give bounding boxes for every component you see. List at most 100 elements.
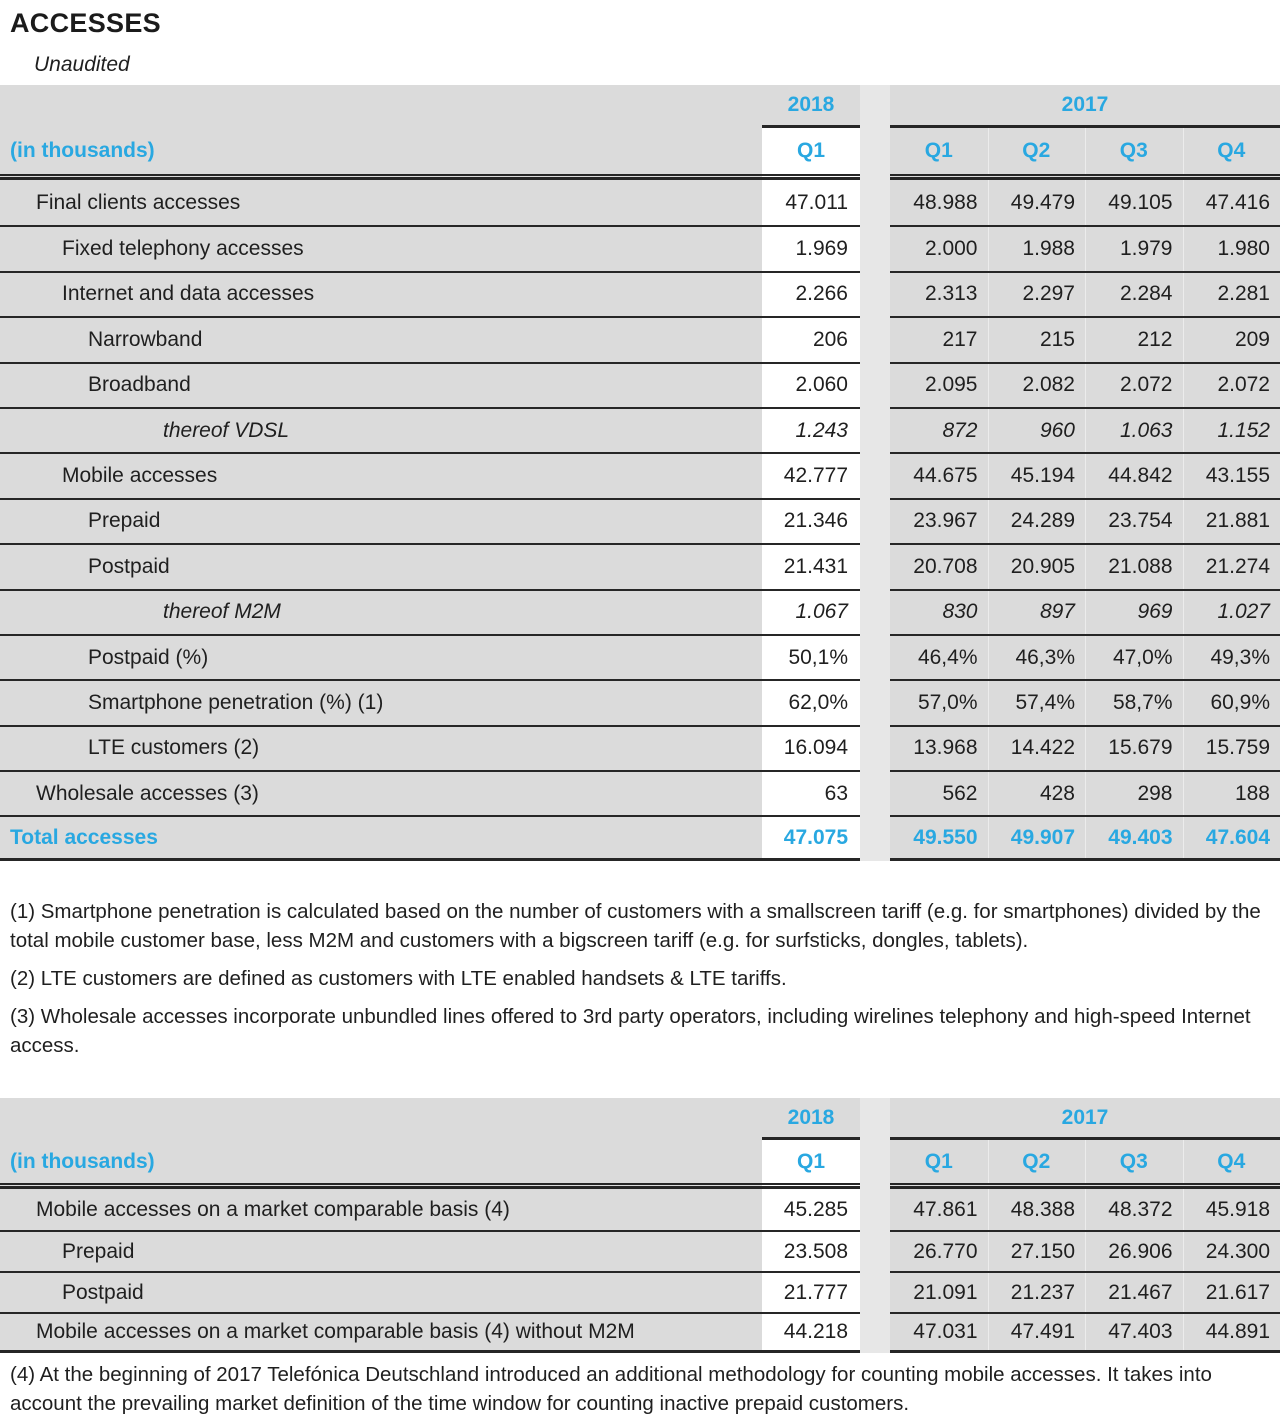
footnote-1: (1) Smartphone penetration is calculated…: [10, 900, 1261, 952]
value-2017-q3: 49.403: [1085, 815, 1183, 861]
value-2017-q1: 2.000: [890, 225, 988, 271]
value-2017-q3: 1.063: [1085, 406, 1183, 453]
header-corner: [0, 1098, 762, 1140]
value-2018-q1: 62,0%: [762, 679, 860, 725]
value-2017-q1: 872: [890, 406, 988, 453]
column-gap: [860, 1312, 890, 1353]
row-label: Mobile accesses on a market comparable b…: [0, 1189, 762, 1230]
value-2017-q4: 21.274: [1182, 543, 1280, 589]
value-2017-q4: 188: [1182, 770, 1280, 816]
value-2017-q4: 15.759: [1182, 724, 1280, 771]
value-2017-q3: 1.979: [1085, 225, 1183, 271]
value-2017-q3: 212: [1085, 316, 1183, 362]
value-2017-q4: 209: [1182, 316, 1280, 362]
value-2017-q3: 298: [1085, 770, 1183, 816]
value-2018-q1: 16.094: [762, 724, 860, 771]
quarter-current-header: Q1: [762, 1140, 860, 1183]
column-gap: [860, 316, 890, 362]
column-gap: [860, 225, 890, 271]
value-2017-q3: 44.842: [1085, 452, 1183, 498]
value-2018-q1: 42.777: [762, 452, 860, 498]
unit-label: (in thousands): [0, 1140, 762, 1183]
column-gap: [860, 724, 890, 771]
page-title: ACCESSES: [10, 8, 161, 38]
value-2017-q3: 23.754: [1085, 497, 1183, 544]
value-2017-q1: 44.675: [890, 452, 988, 498]
column-gap: [860, 128, 890, 174]
value-2018-q1: 206: [762, 316, 860, 362]
column-gap: [860, 588, 890, 634]
column-gap: [860, 85, 890, 128]
value-2017-q1: 2.095: [890, 361, 988, 407]
column-gap: [860, 1189, 890, 1230]
value-2017-q1: 20.708: [890, 543, 988, 589]
value-2018-q1: 1.067: [762, 588, 860, 634]
value-2017-q2: 215: [987, 316, 1085, 362]
value-2017-q1: 2.313: [890, 270, 988, 317]
value-2017-q4: 21.881: [1182, 497, 1280, 544]
column-gap: [860, 633, 890, 680]
value-2017-q2: 46,3%: [987, 633, 1085, 680]
value-2017-q4: 43.155: [1182, 452, 1280, 498]
column-gap: [860, 406, 890, 453]
value-2017-q2: 20.905: [987, 543, 1085, 589]
value-2017-q2: 428: [987, 770, 1085, 816]
year-prior-header: 2017: [890, 85, 1280, 128]
column-gap: [860, 497, 890, 544]
row-label: Broadband: [0, 361, 762, 407]
value-2017-q3: 26.906: [1085, 1230, 1183, 1271]
value-2017-q2: 57,4%: [987, 679, 1085, 725]
row-label: Postpaid: [0, 543, 762, 589]
column-gap: [860, 1098, 890, 1140]
value-2017-q2: 24.289: [987, 497, 1085, 544]
header-separator: [890, 174, 1280, 180]
quarter-prior-header-q1: Q1: [890, 1140, 988, 1183]
row-label: Internet and data accesses: [0, 270, 762, 317]
column-gap: [860, 1183, 890, 1189]
value-2018-q1: 21.346: [762, 497, 860, 544]
row-label: Postpaid: [0, 1271, 762, 1312]
value-2017-q2: 897: [987, 588, 1085, 634]
value-2018-q1: 47.075: [762, 815, 860, 861]
value-2017-q2: 27.150: [987, 1230, 1085, 1271]
value-2017-q1: 562: [890, 770, 988, 816]
value-2018-q1: 47.011: [762, 180, 860, 226]
row-label: Final clients accesses: [0, 180, 762, 226]
header-separator: [0, 174, 762, 180]
row-label: Prepaid: [0, 1230, 762, 1271]
year-current-header: 2018: [762, 85, 860, 128]
row-label: Wholesale accesses (3): [0, 770, 762, 816]
value-2017-q3: 49.105: [1085, 180, 1183, 226]
value-2017-q1: 26.770: [890, 1230, 988, 1271]
quarter-current-header: Q1: [762, 128, 860, 174]
value-2018-q1: 21.777: [762, 1271, 860, 1312]
value-2018-q1: 2.266: [762, 270, 860, 317]
value-2017-q1: 13.968: [890, 724, 988, 771]
column-gap: [860, 1230, 890, 1271]
column-gap: [860, 180, 890, 226]
header-corner: [0, 85, 762, 128]
value-2017-q1: 57,0%: [890, 679, 988, 725]
value-2017-q4: 60,9%: [1182, 679, 1280, 725]
value-2017-q3: 48.372: [1085, 1189, 1183, 1230]
value-2017-q4: 1.027: [1182, 588, 1280, 634]
value-2017-q4: 44.891: [1182, 1312, 1280, 1353]
value-2017-q3: 21.088: [1085, 543, 1183, 589]
value-2017-q3: 47,0%: [1085, 633, 1183, 680]
header-separator: [762, 1183, 860, 1189]
value-2017-q1: 49.550: [890, 815, 988, 861]
value-2017-q2: 960: [987, 406, 1085, 453]
column-gap: [860, 815, 890, 861]
accesses-table: 2018 2017 (in thousands) Q1 Q1 Q2 Q3 Q4 Final cl…: [0, 85, 1280, 861]
row-label: thereof M2M: [0, 588, 762, 634]
column-gap: [860, 679, 890, 725]
value-2017-q2: 49.907: [987, 815, 1085, 861]
value-2018-q1: 23.508: [762, 1230, 860, 1271]
footnotes-1-3: (1) Smartphone penetration is calculated…: [10, 897, 1272, 1069]
value-2017-q3: 58,7%: [1085, 679, 1183, 725]
quarter-prior-header-q2: Q2: [987, 1140, 1085, 1183]
value-2017-q4: 2.281: [1182, 270, 1280, 317]
quarter-prior-header-q4: Q4: [1182, 1140, 1280, 1183]
value-2017-q3: 969: [1085, 588, 1183, 634]
comparable-basis-table: 2018 2017 (in thousands) Q1 Q1 Q2 Q3 Q4 Mobile a…: [0, 1098, 1280, 1353]
